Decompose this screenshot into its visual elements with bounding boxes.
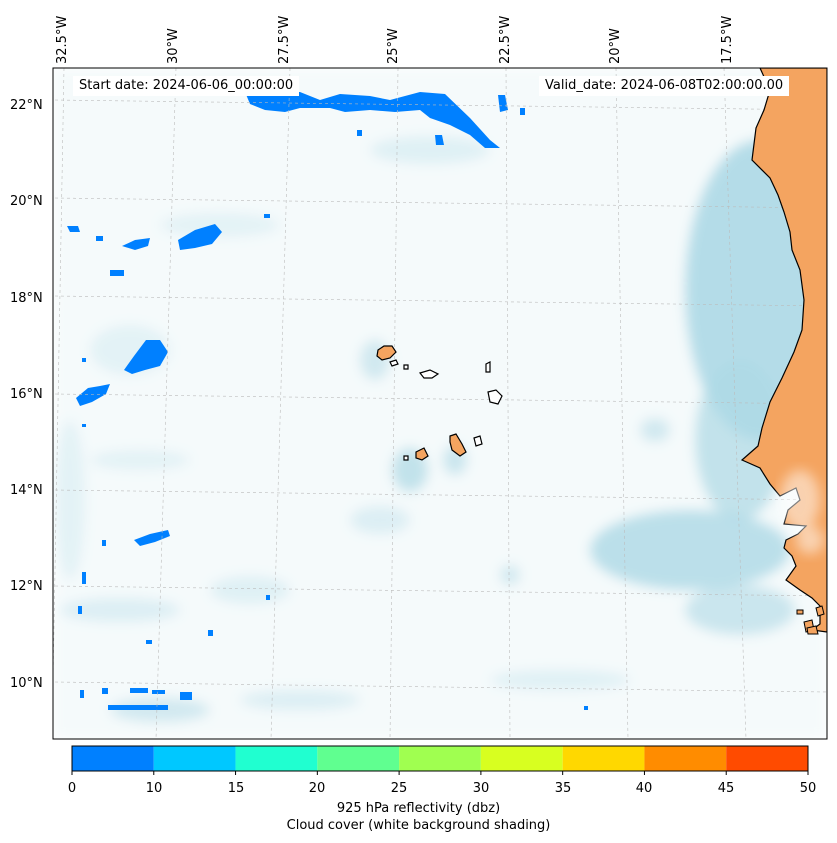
colorbar-tick-50: 50 — [799, 781, 817, 796]
colorbar-label: 925 hPa reflectivity (dbz) — [336, 801, 501, 816]
lon-label-17-5w: 17.5°W — [720, 15, 735, 64]
colorbar-tick-45: 45 — [717, 781, 735, 796]
colorbar-tick-marks — [71, 771, 809, 775]
lat-label-16n: 16°N — [10, 387, 43, 402]
colorbar-frame — [71, 745, 809, 772]
colorbar-tick-0: 0 — [67, 781, 77, 796]
colorbar-swatch — [153, 746, 236, 771]
cloud-cover-shading — [53, 68, 827, 739]
lon-label-20w: 20°W — [608, 28, 623, 64]
reflectivity-patches — [67, 92, 588, 710]
lat-label-20n: 20°N — [10, 194, 43, 209]
colorbar-tick-30: 30 — [472, 781, 490, 796]
colorbar — [72, 746, 808, 771]
lat-label-22n: 22°N — [10, 98, 43, 113]
colorbar-swatch — [562, 746, 645, 771]
cloud-over-land — [780, 470, 824, 554]
colorbar-swatch — [399, 746, 481, 771]
map-frame — [52, 67, 828, 740]
graticule — [53, 68, 827, 739]
colorbar-tick-25: 25 — [390, 781, 408, 796]
lat-label-10n: 10°N — [10, 676, 43, 691]
colorbar-tick-35: 35 — [554, 781, 572, 796]
colorbar-sublabel: Cloud cover (white background shading) — [286, 818, 551, 833]
colorbar-swatch — [480, 746, 563, 771]
lon-label-30w: 30°W — [166, 28, 181, 64]
coastal-islands — [796, 605, 825, 635]
lon-label-32-5w: 32.5°W — [55, 15, 70, 64]
lon-label-22-5w: 22.5°W — [498, 15, 513, 64]
lat-label-12n: 12°N — [10, 579, 43, 594]
colorbar-tick-10: 10 — [145, 781, 163, 796]
colorbar-tick-40: 40 — [635, 781, 653, 796]
colorbar-swatch — [235, 746, 318, 771]
colorbar-tick-15: 15 — [227, 781, 245, 796]
valid-date-label: Valid_date: 2024-06-08T02:00:00.00 — [539, 76, 790, 96]
colorbar-swatch — [644, 746, 727, 771]
colorbar-swatch — [317, 746, 400, 771]
lat-label-18n: 18°N — [10, 291, 43, 306]
lon-label-25w: 25°W — [386, 28, 401, 64]
colorbar-tick-20: 20 — [308, 781, 326, 796]
cabo-verde-islands — [376, 345, 503, 461]
lat-label-14n: 14°N — [10, 483, 43, 498]
start-date-label: Start date: 2024-06-06_00:00:00 — [73, 76, 300, 96]
colorbar-swatch — [726, 746, 808, 771]
lon-label-27-5w: 27.5°W — [277, 15, 292, 64]
colorbar-swatch — [72, 746, 154, 771]
